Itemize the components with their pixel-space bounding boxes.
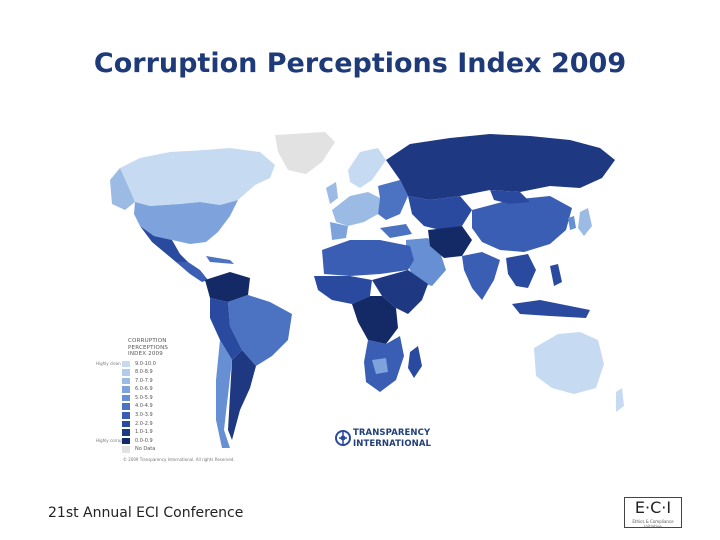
legend-swatch — [122, 437, 130, 445]
region-chile — [216, 340, 232, 448]
legend-item: 1.0-1.9 — [118, 428, 228, 437]
region-central-asia — [408, 196, 472, 230]
legend-item: 6.0-6.9 — [118, 385, 228, 394]
legend-label: 2.0-2.9 — [135, 420, 153, 427]
region-central-africa — [352, 296, 398, 344]
region-turkey — [380, 224, 412, 238]
ti-line2: INTERNATIONAL — [353, 439, 432, 449]
region-western-europe — [332, 192, 380, 226]
region-venezuela-colombia — [205, 272, 250, 302]
legend-rows: 9.0-10.0 8.0-8.9 7.0-7.9 6.0-6.9 5.0-5.9 4.0-… — [118, 360, 228, 455]
legend-swatch — [122, 429, 130, 436]
legend-swatch — [122, 403, 130, 410]
legend-item: No Data — [118, 445, 228, 454]
ti-wordmark: TRANSPARENCY INTERNATIONAL — [353, 428, 431, 450]
legend-item: 3.0-3.9 — [118, 411, 228, 420]
legend-label: 7.0-7.9 — [135, 377, 153, 384]
legend-item: 4.0-4.9 — [118, 402, 228, 411]
region-mexico — [140, 226, 188, 262]
legend-swatch — [122, 377, 130, 385]
legend-title-line: CORRUPTION — [128, 338, 167, 344]
region-peru-bolivia — [210, 298, 242, 360]
legend-title: CORRUPTION PERCEPTIONS INDEX 2009 — [118, 338, 228, 358]
legend-item: 8.0-8.9 — [118, 368, 228, 377]
region-usa — [134, 200, 238, 244]
legend-label: No Data — [135, 446, 156, 453]
legend-item: 0.0-0.9 — [118, 437, 228, 446]
legend-item: 7.0-7.9 — [118, 377, 228, 386]
region-southeast-asia — [506, 254, 536, 288]
ti-globe-icon — [335, 430, 351, 446]
region-uk — [326, 182, 338, 204]
region-canada — [120, 148, 275, 206]
legend-item: 9.0-10.0 — [118, 360, 228, 369]
region-iberia — [330, 222, 348, 240]
region-mongolia — [490, 190, 530, 204]
region-north-africa — [322, 240, 414, 276]
legend-label: 0.0-0.9 — [135, 437, 153, 444]
legend-label: 6.0-6.9 — [135, 386, 153, 393]
legend-item: 2.0-2.9 — [118, 420, 228, 429]
region-iran-afghanistan — [428, 226, 472, 258]
region-philippines — [550, 264, 562, 286]
region-russia — [386, 134, 615, 200]
region-korea — [568, 216, 576, 230]
transparency-international-logo: TRANSPARENCY INTERNATIONAL — [335, 426, 445, 452]
region-eastern-europe — [378, 180, 408, 220]
copyright-text: © 2009 Transparency International. All r… — [123, 457, 235, 462]
eci-logo: E·C·I Ethics & Compliance Initiative — [624, 497, 682, 529]
region-scandinavia — [348, 148, 386, 188]
region-india — [462, 252, 500, 300]
region-alaska — [110, 168, 135, 210]
region-china — [472, 196, 572, 252]
legend-end-low: Highly corrupt — [96, 437, 125, 443]
region-greenland — [275, 132, 335, 174]
legend-swatch — [122, 446, 130, 453]
region-new-zealand — [616, 388, 624, 412]
eci-logo-main: E·C·I — [634, 498, 672, 517]
legend-swatch — [122, 386, 130, 393]
region-japan — [578, 208, 592, 236]
region-argentina — [228, 350, 256, 440]
world-map-svg — [110, 132, 624, 448]
legend-swatch — [122, 420, 130, 428]
legend-end-high: Highly clean — [96, 360, 121, 366]
region-indonesia — [512, 300, 590, 318]
legend-label: 3.0-3.9 — [135, 412, 153, 419]
footer-conference: 21st Annual ECI Conference — [48, 505, 244, 521]
region-caribbean — [206, 256, 234, 264]
legend-item: 5.0-5.9 — [118, 394, 228, 403]
legend-swatch — [122, 394, 130, 402]
world-map — [110, 130, 630, 465]
region-central-america — [176, 262, 208, 282]
eci-logo-sub: Ethics & Compliance Initiative — [632, 519, 674, 529]
slide-title: Corruption Perceptions Index 2009 — [93, 48, 627, 79]
map-legend: CORRUPTION PERCEPTIONS INDEX 2009 Highly… — [96, 338, 228, 455]
legend-swatch — [122, 412, 130, 419]
legend-title-line: PERCEPTIONS — [128, 344, 169, 351]
legend-label: 1.0-1.9 — [135, 429, 153, 436]
legend-label: 8.0-8.9 — [135, 369, 153, 376]
legend-swatch — [122, 369, 130, 376]
region-east-africa — [372, 270, 428, 314]
ti-line1: TRANSPARENCY — [353, 428, 431, 438]
legend-swatch — [122, 360, 130, 367]
legend-title-line: INDEX 2009 — [128, 351, 163, 357]
legend-label: 4.0-4.9 — [135, 403, 153, 410]
region-botswana — [372, 358, 388, 374]
region-australia — [534, 332, 604, 394]
legend-label: 5.0-5.9 — [135, 394, 153, 401]
legend-label: 9.0-10.0 — [135, 360, 156, 367]
region-brazil — [228, 295, 292, 366]
region-madagascar — [408, 346, 422, 378]
region-west-africa — [314, 276, 372, 304]
